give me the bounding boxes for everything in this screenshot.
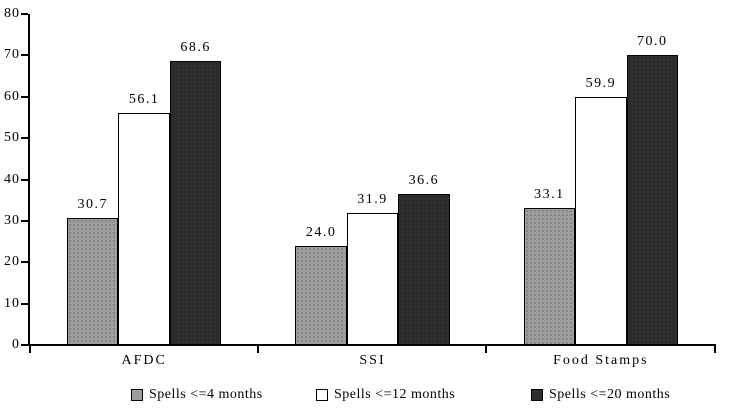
- y-axis-tick: [21, 95, 28, 98]
- bar-value-label: 24.0: [305, 224, 337, 240]
- y-axis-tick: [21, 137, 28, 140]
- y-axis-tick-label: 80: [4, 6, 20, 21]
- y-axis-tick: [21, 302, 28, 305]
- legend-swatch: [531, 388, 543, 401]
- bar-ssi-series-2: [346, 213, 399, 345]
- bar-value-label: 68.6: [180, 40, 211, 56]
- x-axis-tick: [256, 346, 259, 353]
- x-axis-tick: [713, 346, 716, 353]
- bar-value-label: 36.6: [408, 172, 440, 188]
- y-axis-tick: [21, 13, 28, 15]
- bar-ssi-series-3: [398, 193, 450, 345]
- y-axis-tick-label: 0: [12, 337, 20, 352]
- legend-label: Spells <=4 months: [149, 387, 263, 402]
- category-label-food-stamps: Food Stamps: [553, 353, 649, 368]
- y-axis-line: [28, 14, 30, 346]
- legend-swatch: [316, 388, 328, 401]
- x-axis-line: [28, 344, 716, 346]
- y-axis-tick-label: 20: [4, 254, 20, 270]
- bar-food-stamps-series-3: [626, 55, 678, 345]
- legend-label: Spells <=12 months: [334, 387, 456, 402]
- y-axis-tick: [21, 54, 28, 57]
- x-axis-tick: [28, 346, 31, 353]
- bar-afdc-series-2: [118, 112, 170, 345]
- y-axis-tick-label: 50: [4, 130, 20, 146]
- bar-value-label: 70.0: [636, 34, 668, 50]
- y-axis-tick-label: 40: [4, 171, 20, 187]
- y-axis-tick-label: 70: [4, 47, 20, 63]
- y-axis-tick: [21, 344, 28, 346]
- bar-value-label: 56.1: [128, 91, 160, 107]
- y-axis-tick: [21, 261, 28, 264]
- category-label-ssi: SSI: [359, 353, 386, 368]
- bar-value-label: 30.7: [77, 196, 109, 212]
- bar-value-label: 31.9: [357, 192, 388, 207]
- category-label-afdc: AFDC: [121, 353, 167, 368]
- bar-value-label: 33.1: [534, 187, 565, 203]
- legend-item-1: Spells <=4 months: [131, 386, 263, 403]
- y-axis-tick: [21, 219, 28, 222]
- legend-swatch: [131, 388, 143, 401]
- y-axis-tick-label: 10: [4, 295, 20, 311]
- bar-afdc-series-1: [67, 217, 119, 345]
- legend-item-3: Spells <=20 months: [531, 386, 670, 403]
- y-axis-tick-label: 30: [4, 212, 20, 228]
- bar-value-label: 59.9: [585, 76, 617, 92]
- x-axis-tick: [485, 346, 488, 353]
- legend-label: Spells <=20 months: [549, 387, 671, 402]
- y-axis-tick: [21, 178, 28, 181]
- bar-food-stamps-series-1: [523, 208, 576, 345]
- bar-ssi-series-1: [295, 245, 347, 345]
- bar-food-stamps-series-2: [575, 97, 627, 345]
- bar-afdc-series-3: [169, 61, 222, 345]
- legend-item-2: Spells <=12 months: [316, 386, 455, 403]
- y-axis-tick-label: 60: [4, 88, 20, 104]
